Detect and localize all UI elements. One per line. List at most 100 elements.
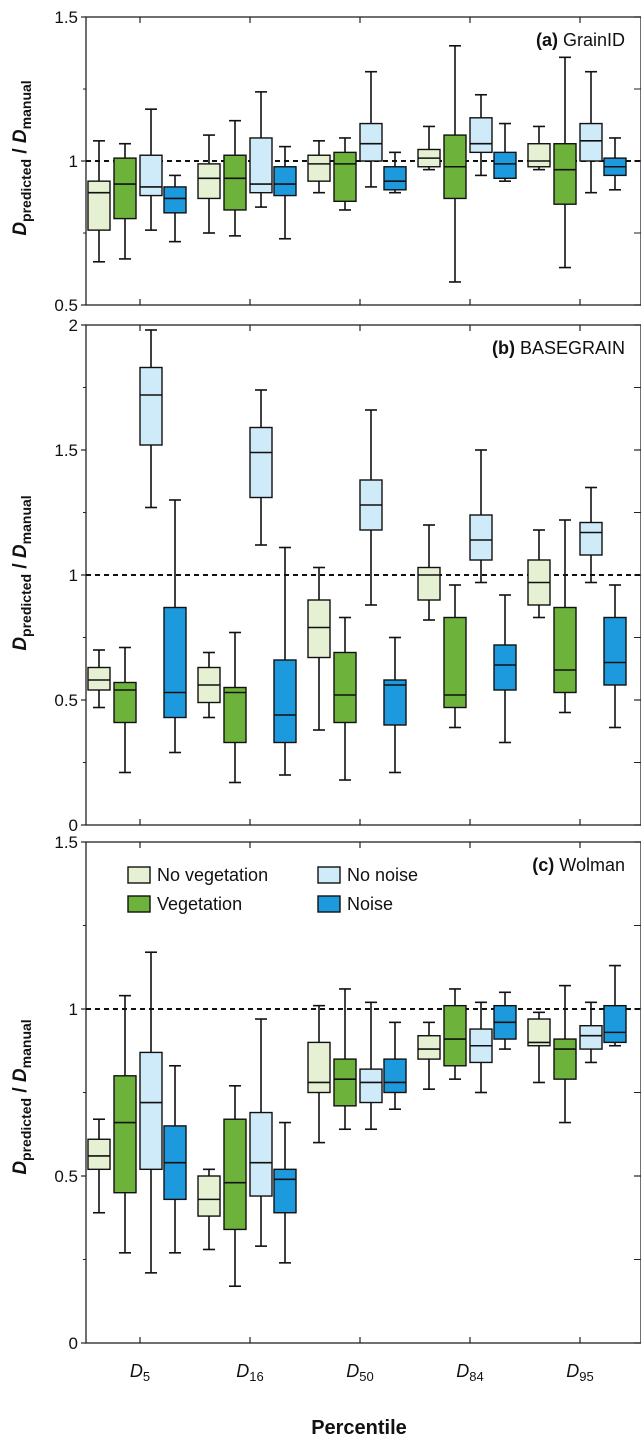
- panel-a: 0.5 1 1.5 (a) GrainID: [54, 8, 641, 315]
- box-b-vegetation-d95: [553, 519, 577, 714]
- panel-c: 0 0.5 1 1.5 (c) Wolman: [54, 833, 641, 1353]
- box-body: [113, 157, 137, 220]
- box-b-noise-d50: [383, 636, 407, 774]
- box-a-no-vegetation-d5: [87, 140, 111, 263]
- box-body: [307, 154, 331, 182]
- box-body: [307, 1041, 331, 1094]
- box-body: [87, 1138, 111, 1171]
- box-body: [87, 666, 111, 691]
- box-a-no-vegetation-d84: [417, 125, 441, 171]
- y-tick-label: 1: [69, 566, 78, 585]
- box-body: [113, 681, 137, 724]
- box-c-no-vegetation-d50: [307, 1004, 331, 1144]
- box-body: [307, 599, 331, 659]
- box-body: [553, 606, 577, 694]
- panel-title-c: (c) Wolman: [532, 855, 625, 875]
- box-a-no-vegetation-d95: [527, 125, 551, 171]
- box-body: [553, 143, 577, 205]
- box-b-no-noise-d84: [469, 449, 493, 584]
- box-body: [553, 1038, 577, 1080]
- box-body: [603, 616, 627, 686]
- box-body: [163, 606, 187, 719]
- panel-b: 0 0.5 1 1.5 2 (b) BASEGRAIN: [54, 316, 641, 835]
- box-b-no-noise-d16: [249, 389, 273, 546]
- legend-label-vegetation: Vegetation: [157, 894, 242, 914]
- box-body: [197, 1175, 221, 1217]
- y-tick-label: 0.5: [54, 691, 78, 710]
- box-b-noise-d95: [603, 584, 627, 729]
- box-b-no-noise-d5: [139, 329, 163, 509]
- box-body: [603, 1004, 627, 1044]
- box-body: [579, 1024, 603, 1050]
- box-body: [417, 566, 441, 601]
- box-a-noise-d84: [493, 122, 517, 182]
- box-b-vegetation-d16: [223, 631, 247, 784]
- box-a-noise-d95: [603, 137, 627, 191]
- box-body: [333, 651, 357, 724]
- box-c-no-vegetation-d5: [87, 1118, 111, 1214]
- y-tick-label: 1.5: [54, 8, 78, 27]
- box-a-noise-d50: [383, 151, 407, 194]
- box-body: [249, 137, 273, 194]
- x-tick-label-d95: D95: [566, 1361, 593, 1384]
- legend-swatch-noise: [317, 895, 341, 913]
- y-tick-label: 0.5: [54, 1167, 78, 1186]
- box-c-vegetation-d5: [113, 994, 137, 1254]
- box-body: [579, 521, 603, 556]
- box-a-vegetation-d95: [553, 56, 577, 269]
- y-tick-label: 1.5: [54, 441, 78, 460]
- y-tick-label: 0: [69, 1334, 78, 1353]
- box-body: [493, 151, 517, 179]
- box-c-vegetation-d16: [223, 1085, 247, 1288]
- box-body: [223, 686, 247, 744]
- x-tick-label-d50: D50: [346, 1361, 373, 1384]
- box-b-no-noise-d95: [579, 486, 603, 584]
- box-c-no-vegetation-d16: [197, 1168, 221, 1251]
- box-c-noise-d50: [383, 1021, 407, 1110]
- box-b-no-vegetation-d84: [417, 524, 441, 621]
- box-body: [333, 151, 357, 203]
- box-body: [527, 143, 551, 168]
- box-body: [139, 366, 163, 446]
- legend-label-no-vegetation: No vegetation: [157, 865, 268, 885]
- box-body: [417, 1035, 441, 1060]
- box-c-no-noise-d50: [359, 1001, 383, 1131]
- y-tick-label: 1: [69, 152, 78, 171]
- box-c-no-noise-d95: [579, 1001, 603, 1064]
- box-body: [273, 166, 297, 197]
- box-body: [333, 1058, 357, 1107]
- box-c-vegetation-d50: [333, 988, 357, 1131]
- box-a-vegetation-d5: [113, 142, 137, 260]
- y-axis-label-a: Dpredicted / Dmanual: [10, 80, 34, 235]
- box-b-no-vegetation-d16: [197, 651, 221, 719]
- box-b-noise-d5: [163, 499, 187, 754]
- legend: No vegetation No noise Vegetation Noise: [127, 865, 418, 914]
- box-body: [223, 1118, 247, 1231]
- x-tick-label-d5: D5: [130, 1361, 150, 1384]
- box-b-vegetation-d5: [113, 646, 137, 774]
- box-body: [87, 180, 111, 231]
- box-c-noise-d95: [603, 964, 627, 1047]
- box-c-noise-d5: [163, 1064, 187, 1254]
- box-a-vegetation-d84: [443, 44, 467, 283]
- x-tick-label-d84: D84: [456, 1361, 483, 1384]
- box-b-no-noise-d50: [359, 409, 383, 606]
- box-c-noise-d84: [493, 991, 517, 1050]
- box-body: [273, 659, 297, 744]
- box-body: [443, 616, 467, 709]
- box-b-vegetation-d50: [333, 616, 357, 781]
- panel-title-b: (b) BASEGRAIN: [492, 338, 625, 358]
- box-a-no-noise-d50: [359, 70, 383, 188]
- box-body: [469, 117, 493, 154]
- box-body: [579, 122, 603, 162]
- box-body: [359, 1068, 383, 1104]
- box-c-noise-d16: [273, 1121, 297, 1264]
- box-c-vegetation-d95: [553, 984, 577, 1124]
- box-body: [383, 1058, 407, 1094]
- y-tick-label: 1.5: [54, 833, 78, 852]
- legend-swatch-no-noise: [317, 866, 341, 884]
- box-c-no-vegetation-d95: [527, 1011, 551, 1084]
- legend-swatch-vegetation: [127, 895, 151, 913]
- box-c-no-noise-d84: [469, 1001, 493, 1094]
- x-tick-label-d16: D16: [236, 1361, 263, 1384]
